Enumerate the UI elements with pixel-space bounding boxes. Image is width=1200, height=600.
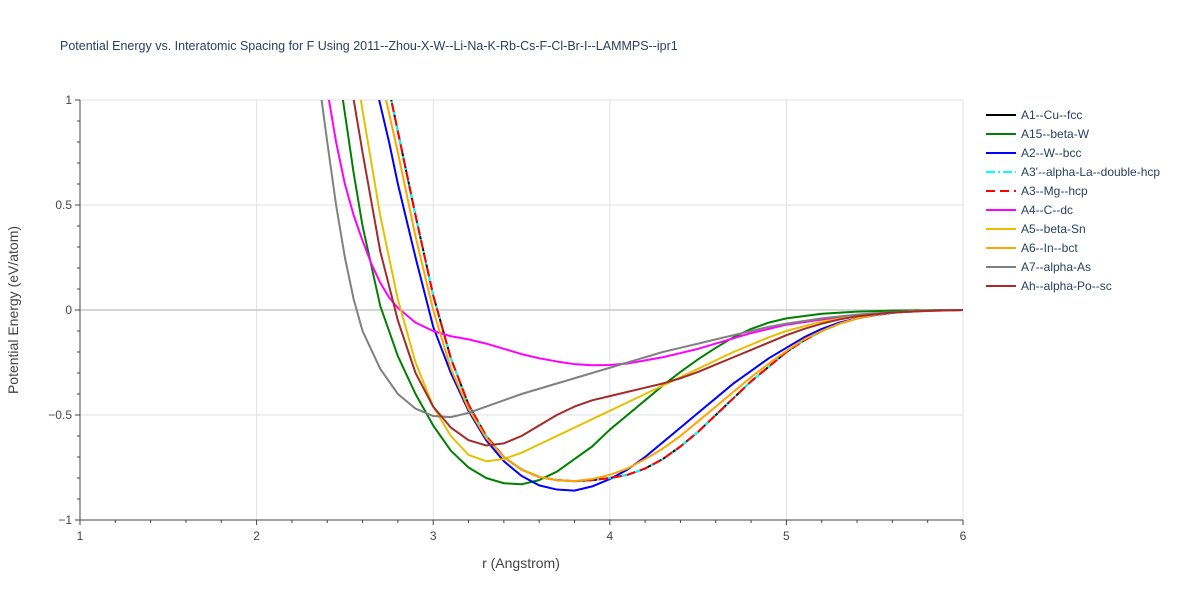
- legend-label: A3'--alpha-La--double-hcp: [1021, 165, 1160, 179]
- legend-label: Ah--alpha-Po--sc: [1021, 279, 1112, 293]
- x-tick-label: 5: [783, 529, 790, 543]
- series-line: [341, 100, 963, 486]
- x-tick-label: 6: [960, 529, 967, 543]
- legend-label: A4--C--dc: [1021, 203, 1073, 217]
- x-tick-label: 4: [606, 529, 613, 543]
- series-line: [359, 100, 963, 463]
- legend-label: A7--alpha-As: [1021, 260, 1091, 274]
- legend-item[interactable]: A3'--alpha-La--double-hcp: [986, 165, 1160, 179]
- series-line: [385, 100, 963, 483]
- y-tick-label: −1: [58, 513, 72, 527]
- legend-label: A1--Cu--fcc: [1021, 108, 1082, 122]
- legend[interactable]: A1--Cu--fcc A15--beta-W A2--W--bcc A3'--alp…: [986, 108, 1160, 293]
- y-axis-title: Potential Energy (eV/atom): [5, 226, 21, 394]
- x-tick-label: 1: [77, 529, 84, 543]
- y-tick-label: −0.5: [48, 408, 72, 422]
- legend-item[interactable]: A3--Mg--hcp: [986, 184, 1088, 198]
- x-tick-label: 2: [253, 529, 260, 543]
- legend-item[interactable]: A2--W--bcc: [986, 146, 1081, 160]
- y-tick-label: 0: [65, 303, 72, 317]
- x-tick-label: 3: [430, 529, 437, 543]
- x-axis-title: r (Angstrom): [482, 555, 560, 571]
- legend-item[interactable]: A7--alpha-As: [986, 260, 1091, 274]
- series-line: [320, 100, 963, 419]
- legend-item[interactable]: A4--C--dc: [986, 203, 1073, 217]
- legend-item[interactable]: A5--beta-Sn: [986, 222, 1086, 236]
- legend-item[interactable]: Ah--alpha-Po--sc: [986, 279, 1112, 293]
- legend-item[interactable]: A15--beta-W: [986, 127, 1090, 141]
- series-line: [390, 100, 963, 483]
- y-axis-ticks: −1 −0.5 0 0.5 1: [48, 93, 80, 527]
- series-line: [378, 100, 963, 492]
- y-tick-label: 1: [65, 93, 72, 107]
- legend-label: A15--beta-W: [1021, 127, 1090, 141]
- legend-label: A5--beta-Sn: [1021, 222, 1086, 236]
- series-line: [327, 100, 963, 367]
- legend-label: A2--W--bcc: [1021, 146, 1081, 160]
- legend-label: A6--In--bct: [1021, 241, 1078, 255]
- legend-item[interactable]: A6--In--bct: [986, 241, 1078, 255]
- series-line: [352, 100, 963, 447]
- legend-label: A3--Mg--hcp: [1021, 184, 1088, 198]
- series-lines: [320, 100, 963, 492]
- x-axis-ticks: 1 2 3 4 5 6: [77, 520, 967, 543]
- chart-title: Potential Energy vs. Interatomic Spacing…: [60, 39, 678, 53]
- legend-item[interactable]: A1--Cu--fcc: [986, 108, 1082, 122]
- y-tick-label: 0.5: [55, 198, 72, 212]
